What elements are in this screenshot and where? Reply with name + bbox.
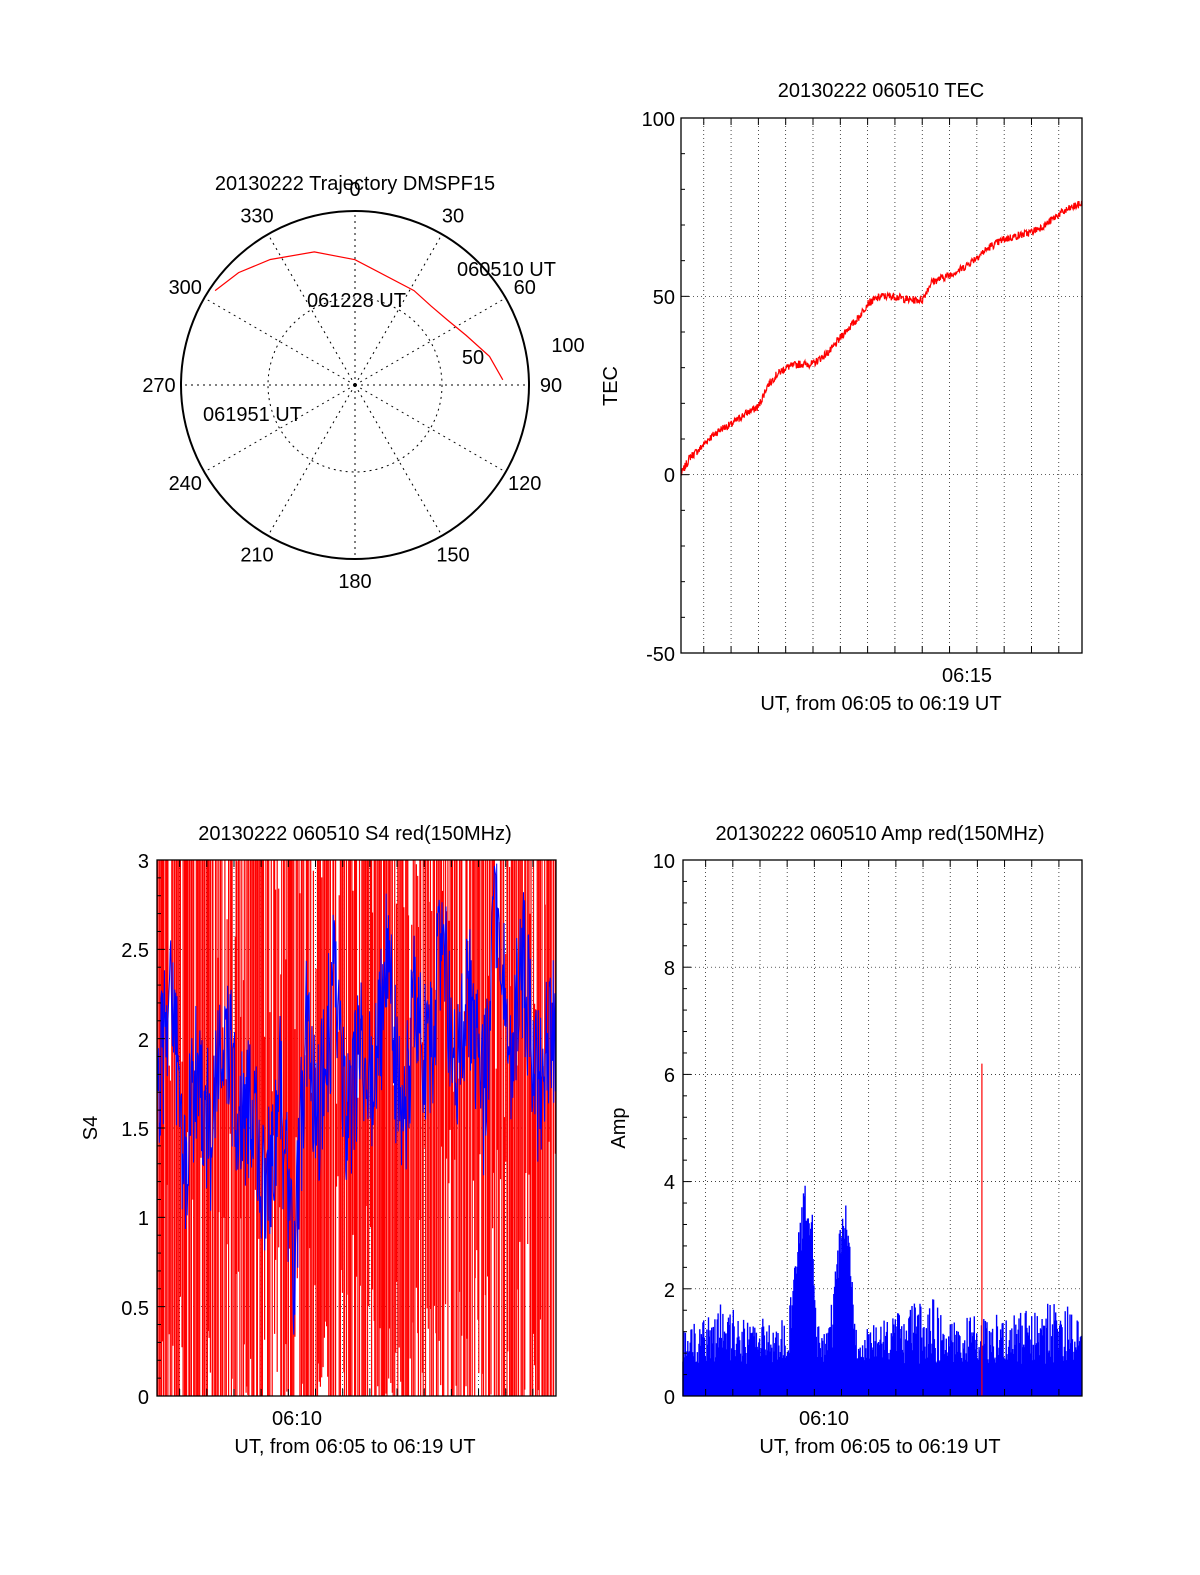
s4-ytick-3: 3 [138, 851, 149, 873]
polar-spoke-60 [354, 297, 506, 386]
amp-ylabel: Amp [608, 1107, 630, 1148]
s4-ytick-2-5: 2.5 [121, 940, 149, 962]
amp-ytick-4: 4 [664, 1172, 675, 1194]
amp-ytick-2: 2 [664, 1280, 675, 1302]
amp-ytick-8: 8 [664, 958, 675, 980]
tec-ylabel: TEC [600, 366, 622, 406]
s4-ytick-0-5: 0.5 [121, 1298, 149, 1320]
tec-ytick-100: 100 [642, 109, 675, 131]
polar-az-label-60: 60 [514, 277, 536, 299]
amp-blue-series [682, 1185, 1082, 1396]
polar-title: 20130222 Trajectory DMSPF15 [215, 173, 495, 195]
polar-spoke-330 [267, 234, 356, 386]
tec-ytick-neg50: -50 [646, 644, 675, 666]
amp-ytick-10: 10 [653, 851, 675, 873]
s4-title: 20130222 060510 S4 red(150MHz) [198, 823, 512, 845]
polar-spoke-300 [204, 297, 356, 386]
amp-chart: 20130222 060510 Amp red(150MHz) 10 8 6 4… [608, 823, 1083, 1458]
polar-az-label-330: 330 [240, 205, 273, 227]
amp-xlabel: UT, from 06:05 to 06:19 UT [759, 1436, 1000, 1458]
tec-ytick-0: 0 [664, 465, 675, 487]
amp-grid [683, 859, 1082, 1397]
s4-ytick-1-5: 1.5 [121, 1119, 149, 1141]
amp-plot-frame [682, 859, 1083, 1397]
s4-xtick-0610: 06:10 [272, 1408, 322, 1430]
amp-title: 20130222 060510 Amp red(150MHz) [715, 823, 1044, 845]
s4-blue-series-line [156, 863, 557, 1335]
polar-azimuth-labels: 0 30 60 90 120 150 180 210 240 270 300 330 [142, 179, 562, 593]
tec-title: 20130222 060510 TEC [778, 80, 984, 102]
tec-xtick-0615: 06:15 [942, 665, 992, 687]
amp-ticks [683, 859, 1060, 1397]
polar-spoke-240 [204, 384, 356, 473]
tec-chart: 20130222 060510 TEC 100 50 0 -50 06:15 U… [600, 80, 1083, 715]
s4-ylabel: S4 [80, 1116, 102, 1140]
s4-xlabel: UT, from 06:05 to 06:19 UT [234, 1436, 475, 1458]
polar-spoke-210 [267, 384, 356, 536]
tec-ticks [681, 117, 1060, 654]
polar-trajectory-line [214, 251, 504, 381]
polar-elev-label-50: 50 [462, 347, 484, 369]
polar-az-label-180: 180 [338, 571, 371, 593]
polar-mid-label: 061228 UT [307, 290, 406, 312]
s4-ticks [157, 859, 534, 1397]
polar-spokes [181, 211, 529, 559]
polar-start-label: 060510 UT [457, 259, 556, 281]
polar-spoke-30 [354, 234, 443, 386]
s4-ytick-2: 2 [138, 1030, 149, 1052]
polar-az-label-30: 30 [442, 205, 464, 227]
s4-chart: 20130222 060510 S4 red(150MHz) 3 2.5 2 1… [80, 823, 557, 1458]
polar-spoke-120 [354, 384, 506, 473]
tec-plot-frame [680, 117, 1083, 654]
amp-ytick-0: 0 [664, 1387, 675, 1409]
polar-az-label-150: 150 [436, 545, 469, 567]
polar-az-label-90: 90 [540, 375, 562, 397]
polar-inner-ring [267, 297, 443, 473]
amp-xtick-0610: 06:10 [799, 1408, 849, 1430]
s4-ytick-0: 0 [138, 1387, 149, 1409]
s4-ytick-1: 1 [138, 1208, 149, 1230]
tec-xlabel: UT, from 06:05 to 06:19 UT [760, 693, 1001, 715]
amp-ytick-6: 6 [664, 1065, 675, 1087]
polar-az-label-120: 120 [508, 473, 541, 495]
polar-spoke-150 [354, 384, 443, 536]
polar-az-label-210: 210 [240, 545, 273, 567]
polar-az-label-300: 300 [169, 277, 202, 299]
tec-ytick-50: 50 [653, 287, 675, 309]
polar-az-label-240: 240 [169, 473, 202, 495]
polar-end-label: 061951 UT [203, 404, 302, 426]
polar-elev-label-100: 100 [551, 335, 584, 357]
tec-grid [681, 117, 1082, 654]
polar-chart: 20130222 Trajectory DMSPF15 0 30 60 90 120 15… [142, 173, 584, 593]
tec-series-line [680, 200, 1083, 476]
polar-az-label-270: 270 [142, 375, 175, 397]
polar-outer-ring [180, 210, 530, 560]
polar-az-label-0: 0 [349, 179, 360, 201]
